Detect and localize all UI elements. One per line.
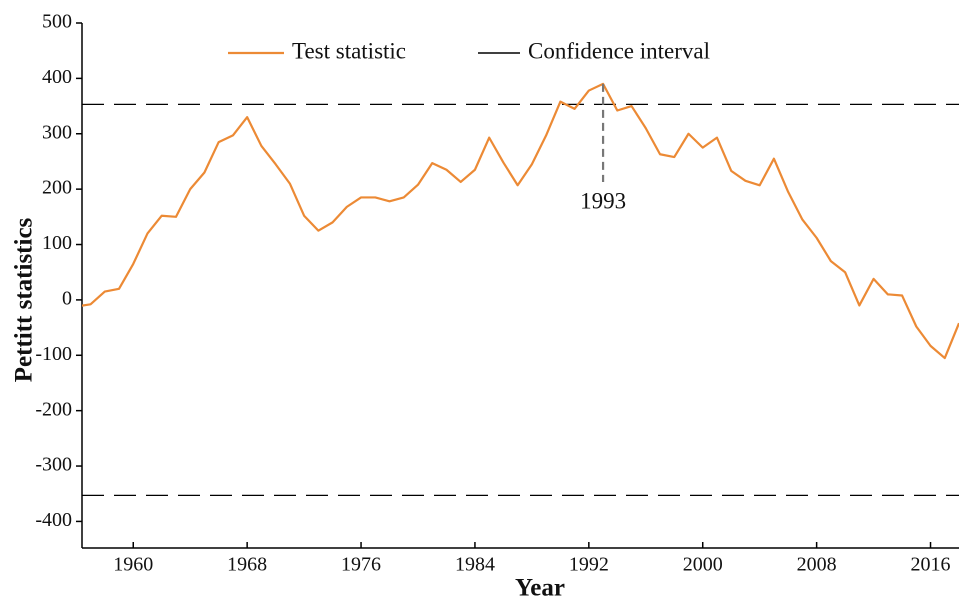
y-tick-label: 0 xyxy=(62,287,72,309)
x-axis-label: Year xyxy=(515,575,565,602)
y-tick-label: -300 xyxy=(35,454,72,476)
y-tick-label: 500 xyxy=(42,11,72,33)
y-tick-label: 200 xyxy=(42,177,72,199)
legend-label: Confidence interval xyxy=(528,38,710,63)
x-tick-label: 2016 xyxy=(911,554,951,576)
y-tick-label: 400 xyxy=(42,66,72,88)
x-tick-label: 2000 xyxy=(683,554,723,576)
y-tick-label: 300 xyxy=(42,121,72,143)
x-tick-label: 1968 xyxy=(227,554,267,576)
x-tick-label: 1992 xyxy=(569,554,609,576)
x-tick-label: 1960 xyxy=(113,554,153,576)
plot-area xyxy=(82,82,959,497)
x-tick-label: 2008 xyxy=(797,554,837,576)
legend-label: Test statistic xyxy=(292,38,406,63)
annotation-label: 1993 xyxy=(580,188,626,213)
y-tick-label: -400 xyxy=(35,509,72,531)
x-tick-label: 1976 xyxy=(341,554,381,576)
series-line xyxy=(82,82,959,360)
y-tick-label: 100 xyxy=(42,232,72,254)
x-tick-label: 1984 xyxy=(455,554,495,576)
y-tick-label: -100 xyxy=(35,343,72,365)
y-tick-label: -200 xyxy=(35,398,72,420)
y-axis-label: Pettitt statistics xyxy=(11,217,38,382)
